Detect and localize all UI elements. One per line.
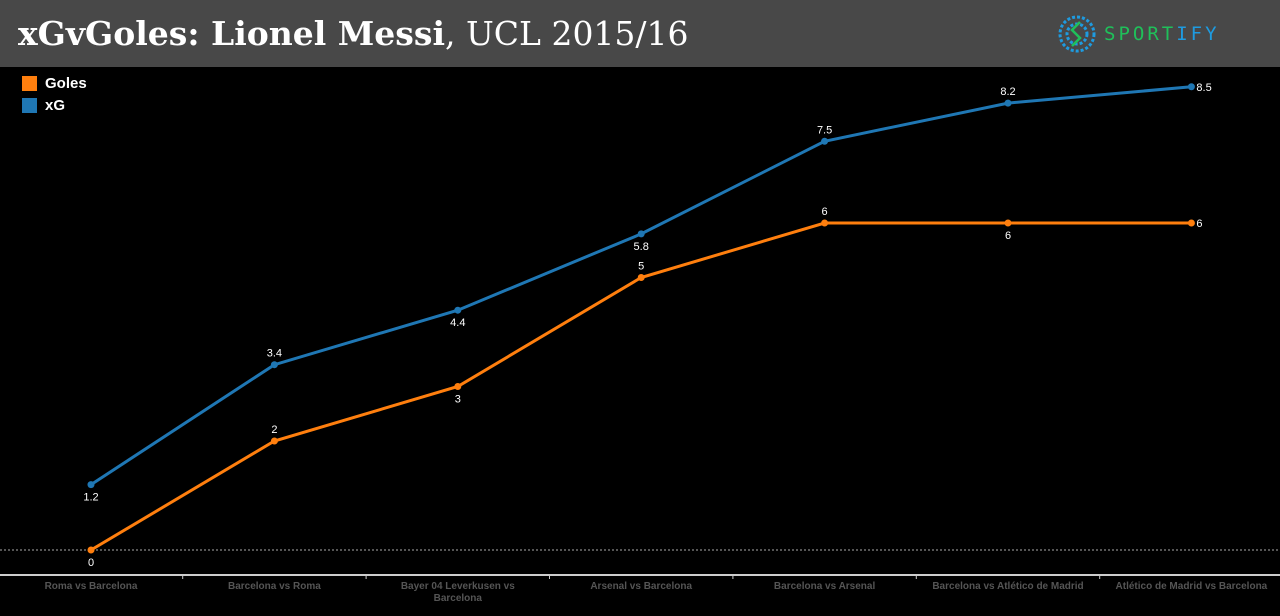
data-label: 6 [822,206,828,218]
data-label: 5.8 [634,241,649,253]
legend: Goles xG [22,72,87,116]
data-point [270,437,278,445]
data-point [637,230,645,238]
data-label: 8.2 [1000,86,1015,98]
data-label: 1.2 [83,492,98,504]
series-line-xg [90,85,1192,486]
data-point [270,361,278,369]
data-label: 3.4 [267,348,282,360]
data-point [454,306,462,314]
data-point [821,137,829,145]
data-label: 6 [1196,218,1202,230]
data-point [821,219,829,227]
x-tick-label: Roma vs Barcelona [45,581,138,592]
data-point [637,274,645,281]
data-label: 0 [88,557,94,569]
data-label: 4.4 [450,317,465,329]
x-tick-label: Bayer 04 Leverkusen vs [401,581,515,592]
x-tick-label: Barcelona vs Roma [228,581,321,592]
data-label: 3 [455,394,461,406]
x-tick-label: Barcelona [434,593,483,604]
legend-item-goles[interactable]: Goles [22,72,87,94]
page-title: xGvGoles: Lionel Messi, UCL 2015/16 [18,14,689,53]
data-point [454,383,462,390]
x-tick-label: Atlético de Madrid vs Barcelona [1116,581,1268,592]
data-point [1187,83,1195,91]
data-point [1187,219,1195,227]
x-tick-label: Barcelona vs Arsenal [774,581,876,592]
data-label: 6 [1005,230,1011,242]
data-point [87,546,95,554]
data-label: 7.5 [817,124,832,136]
x-tick-label: Arsenal vs Barcelona [590,581,692,592]
data-point [1004,219,1012,227]
sportify-logo: SPORTIFY [1058,15,1220,53]
globe-icon [1058,15,1096,53]
x-tick-label: Barcelona vs Atlético de Madrid [932,581,1083,592]
data-point [87,481,95,489]
header: xGvGoles: Lionel Messi, UCL 2015/16 SPOR… [0,0,1280,67]
data-label: 8.5 [1196,82,1211,94]
data-point [1004,99,1012,107]
data-label: 5 [638,261,644,273]
data-label: 2 [271,424,277,436]
legend-item-xg[interactable]: xG [22,94,87,116]
